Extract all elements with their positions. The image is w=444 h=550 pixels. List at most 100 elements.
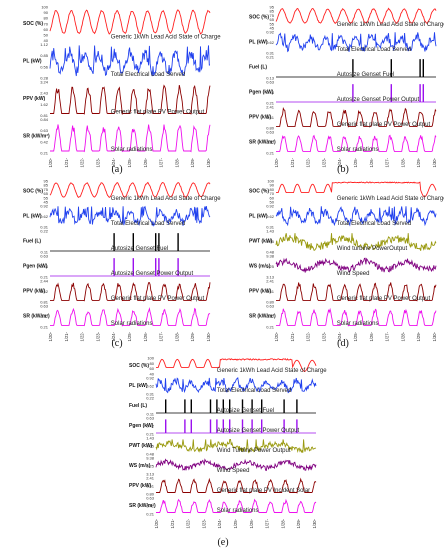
x-tick-label: 1/25- <box>127 331 132 341</box>
series-label: Total Electrical Load Served <box>337 47 411 53</box>
chart-row: SR (kW/m²) 0.63 0.42 0.21 Solar radiations <box>249 130 437 156</box>
tick-label: 0.21 <box>266 101 275 106</box>
series-label: Solar radiations <box>337 147 379 153</box>
axis-label: PPV (kW) <box>23 289 46 295</box>
x-tick-label: 1/26- <box>143 331 148 341</box>
tick-label: 40 <box>150 372 155 377</box>
tick-label: 0.81 <box>40 300 49 305</box>
tick-label: 65 <box>270 17 275 22</box>
series-label: Total Electrical Load Served <box>337 221 411 227</box>
tick-label: 0.13 <box>266 76 275 81</box>
axis-label: PPV (kW) <box>23 96 46 102</box>
axis-label: PPV (kW) <box>129 483 152 489</box>
tick-label: 60 <box>150 366 155 371</box>
tick-label: 0.62 <box>266 40 275 45</box>
series-label: Autosize Genset Power Output <box>337 97 420 103</box>
axis-label: Fuel (L) <box>249 65 267 71</box>
tick-label: 1.43 <box>146 436 155 441</box>
x-tick-label: 1/28- <box>400 331 405 341</box>
tick-label: 60 <box>270 195 275 200</box>
series-line <box>49 205 211 227</box>
series-line <box>50 282 211 302</box>
series-label: Solar radiations <box>217 508 259 514</box>
tick-label: 0.22 <box>146 396 155 401</box>
tick-label: 55 <box>270 21 275 26</box>
spike-mark <box>222 419 224 433</box>
panel-label: (e) <box>217 537 228 548</box>
x-tick-label: 1/30- <box>432 331 437 341</box>
series-label: Generic flat plate PV Power Output <box>337 296 431 302</box>
axis-label: SOC (%) <box>23 189 43 195</box>
spike-mark <box>165 419 167 433</box>
tick-label: 0.95 <box>146 444 155 449</box>
x-tick-label: 1/21- <box>64 157 69 167</box>
x-tick-label: 1/23- <box>95 331 100 341</box>
x-tick-label: 1/26- <box>369 157 374 167</box>
series-label: Wind turbine PowerOutput <box>337 246 408 252</box>
series-line <box>156 477 317 494</box>
x-tick-label: 1/26- <box>369 331 374 341</box>
series-line <box>49 45 210 77</box>
x-tick-label: 1/24- <box>111 157 116 167</box>
tick-label: 6.25 <box>266 264 275 269</box>
panel-label: (d) <box>337 338 349 349</box>
spike-mark <box>216 419 218 433</box>
x-tick-label: 1/30- <box>432 157 437 167</box>
spike-mark <box>155 233 157 251</box>
x-tick-label: 1/23- <box>321 331 326 341</box>
x-tick-label: 1/26- <box>143 157 148 167</box>
tick-label: 0.63 <box>266 130 275 135</box>
spike-mark <box>229 399 231 413</box>
x-tick-label: 1/20- <box>274 331 279 341</box>
series-label: Generic flat plate PV Power Output <box>111 296 205 302</box>
series-label: Wind Turbine Power Output <box>217 448 291 454</box>
spike-mark <box>165 399 167 413</box>
series-line <box>276 107 437 128</box>
x-tick-label: 1/28- <box>174 331 179 341</box>
x-tick-label: 1/27- <box>385 331 390 341</box>
tick-label: 95 <box>270 5 275 10</box>
axis-label: PL (kW) <box>249 40 268 46</box>
axis-label: SR (kW/m²) <box>23 314 50 320</box>
axis-label: SOC (%) <box>23 21 43 27</box>
tick-label: 1.43 <box>266 229 275 234</box>
axis-label: PL (kW) <box>249 214 268 220</box>
series-line <box>155 438 317 454</box>
tick-label: 0.84 <box>40 117 49 122</box>
x-tick-label: 1/21- <box>290 157 295 167</box>
axis-label: SR (kW/m²) <box>249 140 276 146</box>
tick-label: 9.38 <box>266 254 275 259</box>
tick-label: 50 <box>44 32 49 37</box>
tick-label: 0.62 <box>146 384 155 389</box>
axis-label: SOC (%) <box>129 363 149 369</box>
spike-mark <box>113 233 115 251</box>
tick-label: 50 <box>270 200 275 205</box>
tick-label: 60 <box>44 27 49 32</box>
tick-label: 0.95 <box>266 239 275 244</box>
axis-label: PPV (kW) <box>249 115 272 121</box>
series-label: Autosize Genset Power Output <box>217 428 300 434</box>
tick-label: 75 <box>270 13 275 18</box>
tick-label: 0.42 <box>40 314 49 319</box>
tick-label: 55 <box>44 195 49 200</box>
axis-label: PWT (kW) <box>249 239 273 245</box>
tick-label: 40 <box>44 38 49 43</box>
tick-label: 2.41 <box>266 105 275 110</box>
x-tick-label: 1/22- <box>186 518 191 528</box>
x-tick-label: 1/28- <box>280 518 285 528</box>
tick-label: 0.44 <box>266 90 275 95</box>
tick-label: 85 <box>44 183 49 188</box>
x-tick-label: 1/20- <box>48 331 53 341</box>
tick-label: 0.63 <box>40 128 49 133</box>
series-label: Generic 1kWh Lead Acid State of Charge <box>337 196 444 202</box>
tick-label: 85 <box>270 9 275 14</box>
spike-mark <box>216 399 218 413</box>
axis-label: SR (kW/m²) <box>129 503 156 509</box>
spike-mark <box>296 419 298 433</box>
tick-label: 45 <box>270 26 275 31</box>
tick-label: 1.61 <box>266 289 275 294</box>
tick-label: 95 <box>44 179 49 184</box>
